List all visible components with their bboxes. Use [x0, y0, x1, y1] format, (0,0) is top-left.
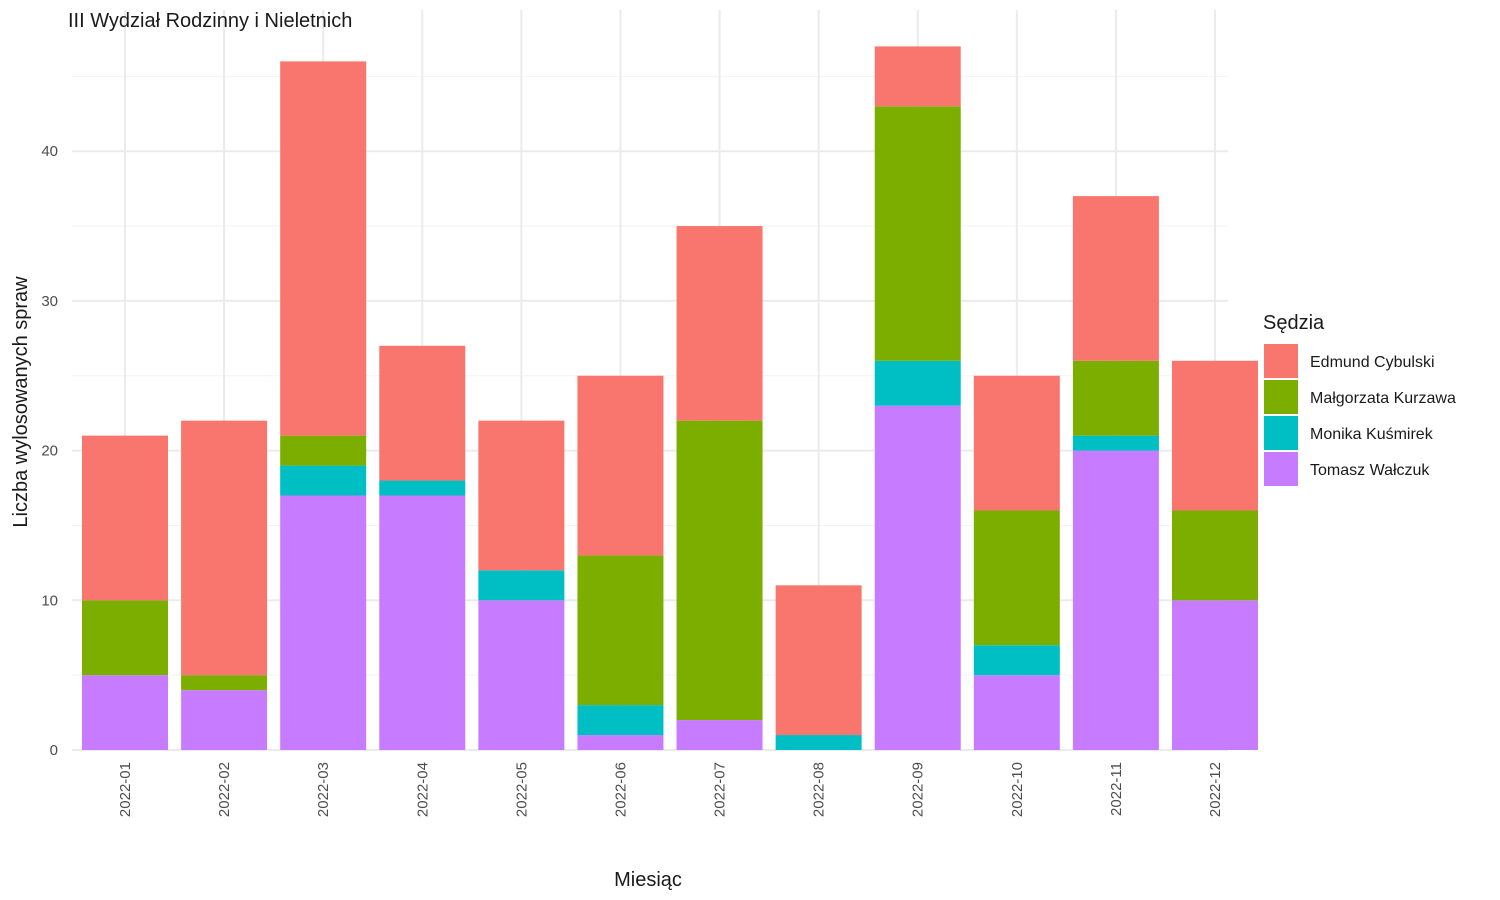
bar-segment-2022-11-tomasz-walczuk [1072, 450, 1159, 750]
y-tick-label: 20 [41, 443, 58, 460]
bar-segment-2022-09-monika-kusmirek [874, 360, 961, 406]
legend-label: Monika Kuśmirek [1310, 426, 1434, 443]
bar-segment-2022-11-monika-kusmirek [1072, 435, 1159, 451]
bar-segment-2022-09-edmund-cybulski [874, 46, 961, 107]
x-tick-label: 2022-08 [811, 762, 828, 817]
bar-segment-2022-08-monika-kusmirek [775, 735, 862, 750]
bar-segment-2022-12-edmund-cybulski [1172, 360, 1258, 511]
x-axis-title: Miesiąc [614, 869, 682, 891]
bar-segment-2022-06-malgorzata-kurzawa [577, 555, 664, 706]
x-tick-label: 2022-11 [1108, 762, 1125, 816]
bar-segment-2022-02-malgorzata-kurzawa [181, 675, 268, 691]
bar-segment-2022-07-tomasz-walczuk [676, 720, 763, 750]
bar-segment-2022-03-monika-kusmirek [280, 465, 367, 496]
legend: Sędzia Edmund Cybulski Małgorzata Kurzawa… [1263, 312, 1456, 486]
bar-segment-2022-03-edmund-cybulski [280, 61, 367, 436]
bar-segment-2022-04-tomasz-walczuk [379, 495, 466, 750]
x-tick-label: 2022-06 [612, 762, 629, 817]
bar-segment-2022-05-edmund-cybulski [478, 420, 565, 571]
x-tick-label: 2022-05 [513, 762, 530, 817]
x-tick-label: 2022-07 [712, 762, 729, 817]
bar-segment-2022-10-malgorzata-kurzawa [973, 510, 1060, 646]
bar-segment-2022-03-malgorzata-kurzawa [280, 435, 367, 466]
bar-segment-2022-05-tomasz-walczuk [478, 600, 565, 750]
legend-label: Małgorzata Kurzawa [1310, 390, 1456, 407]
x-tick-label: 2022-10 [1009, 762, 1026, 817]
bar-segment-2022-03-tomasz-walczuk [280, 495, 367, 750]
bar-segment-2022-04-edmund-cybulski [379, 345, 466, 481]
bars [82, 46, 1258, 750]
bar-segment-2022-09-tomasz-walczuk [874, 405, 961, 750]
bar-segment-2022-11-malgorzata-kurzawa [1072, 360, 1159, 436]
legend-key-edmund-cybulski [1264, 344, 1298, 378]
bar-segment-2022-06-monika-kusmirek [577, 705, 664, 736]
legend-key-monika-kusmirek [1264, 416, 1298, 450]
bar-segment-2022-08-edmund-cybulski [775, 585, 862, 736]
bar-segment-2022-10-edmund-cybulski [973, 375, 1060, 511]
x-tick-label: 2022-01 [117, 762, 134, 817]
x-tick-label: 2022-03 [315, 762, 332, 817]
y-tick-label: 0 [50, 742, 58, 759]
legend-label: Edmund Cybulski [1310, 354, 1435, 371]
bar-segment-2022-04-monika-kusmirek [379, 480, 466, 496]
bar-segment-2022-02-tomasz-walczuk [181, 690, 268, 750]
bar-segment-2022-06-tomasz-walczuk [577, 735, 664, 750]
legend-label: Tomasz Wałczuk [1310, 462, 1430, 479]
bar-segment-2022-12-malgorzata-kurzawa [1172, 510, 1258, 601]
y-tick-label: 10 [41, 592, 58, 609]
bar-segment-2022-11-edmund-cybulski [1072, 196, 1159, 361]
legend-title: Sędzia [1263, 312, 1325, 334]
y-tick-label: 40 [41, 143, 58, 160]
bar-segment-2022-07-malgorzata-kurzawa [676, 420, 763, 721]
bar-segment-2022-01-malgorzata-kurzawa [82, 600, 168, 676]
x-tick-label: 2022-04 [414, 762, 431, 817]
y-tick-label: 30 [41, 293, 58, 310]
bar-segment-2022-12-tomasz-walczuk [1172, 600, 1258, 750]
chart-title: III Wydział Rodzinny i Nieletnich [68, 10, 352, 32]
bar-segment-2022-07-edmund-cybulski [676, 226, 763, 421]
bar-segment-2022-01-edmund-cybulski [82, 435, 168, 601]
bar-segment-2022-06-edmund-cybulski [577, 375, 664, 556]
x-tick-label: 2022-02 [216, 762, 233, 817]
bar-segment-2022-10-monika-kusmirek [973, 645, 1060, 676]
x-tick-label: 2022-09 [910, 762, 927, 817]
bar-segment-2022-01-tomasz-walczuk [82, 675, 168, 750]
x-tick-label: 2022-12 [1207, 762, 1224, 817]
bar-segment-2022-02-edmund-cybulski [181, 420, 268, 676]
bar-segment-2022-05-monika-kusmirek [478, 570, 565, 601]
y-axis-ticks: 0 10 20 30 40 [41, 143, 58, 759]
bar-segment-2022-10-tomasz-walczuk [973, 675, 1060, 750]
bar-segment-2022-09-malgorzata-kurzawa [874, 106, 961, 361]
x-axis-ticks: 2022-01 2022-02 2022-03 2022-04 2022-05 2022-… [117, 762, 1224, 817]
y-axis-title: Liczba wylosowanych spraw [10, 276, 32, 528]
legend-key-malgorzata-kurzawa [1264, 380, 1298, 414]
legend-key-tomasz-walczuk [1264, 452, 1298, 486]
